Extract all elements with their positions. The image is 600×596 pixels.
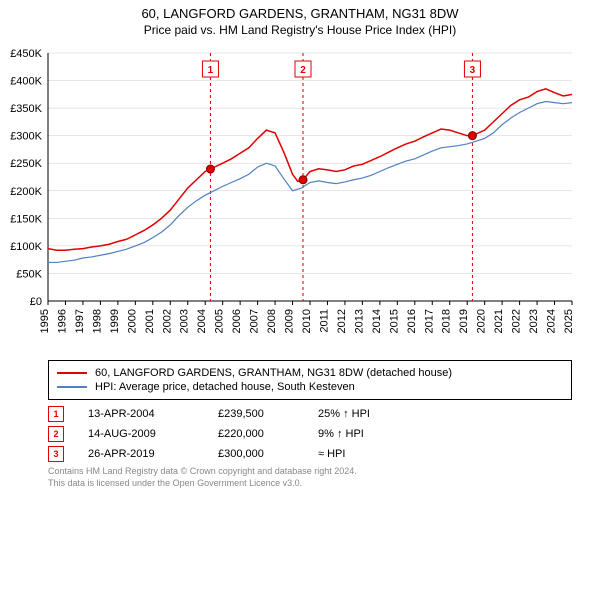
svg-text:1: 1 <box>208 65 214 76</box>
svg-text:£250K: £250K <box>10 158 42 170</box>
sale-hpi: ≈ HPI <box>318 448 345 460</box>
svg-text:2024: 2024 <box>546 309 558 333</box>
svg-text:2006: 2006 <box>231 309 243 333</box>
svg-text:2003: 2003 <box>179 309 191 333</box>
svg-text:2009: 2009 <box>284 309 296 333</box>
attribution: Contains HM Land Registry data © Crown c… <box>48 466 572 489</box>
svg-text:2007: 2007 <box>249 309 261 333</box>
svg-text:2016: 2016 <box>406 309 418 333</box>
svg-text:£450K: £450K <box>10 48 42 60</box>
svg-text:2019: 2019 <box>458 309 470 333</box>
sale-hpi: 25% ↑ HPI <box>318 408 370 420</box>
attribution-line-2: This data is licensed under the Open Gov… <box>48 478 572 490</box>
svg-text:2000: 2000 <box>126 309 138 333</box>
legend: 60, LANGFORD GARDENS, GRANTHAM, NG31 8DW… <box>48 360 572 400</box>
svg-text:1999: 1999 <box>109 309 121 333</box>
svg-text:1997: 1997 <box>74 309 86 333</box>
svg-text:2005: 2005 <box>214 309 226 333</box>
svg-text:2002: 2002 <box>161 309 173 333</box>
svg-text:£50K: £50K <box>16 268 42 280</box>
sales-table: 1 13-APR-2004£239,50025% ↑ HPI 2 14-AUG-200… <box>48 406 572 462</box>
legend-swatch <box>57 372 87 374</box>
svg-text:£300K: £300K <box>10 131 42 143</box>
svg-text:2014: 2014 <box>371 309 383 333</box>
svg-text:2: 2 <box>300 65 306 76</box>
attribution-line-1: Contains HM Land Registry data © Crown c… <box>48 466 572 478</box>
sale-price: £300,000 <box>218 448 318 460</box>
sale-row: 3 26-APR-2019£300,000≈ HPI <box>48 446 572 462</box>
legend-item: HPI: Average price, detached house, Sout… <box>57 381 563 393</box>
sale-hpi: 9% ↑ HPI <box>318 428 364 440</box>
sale-marker-box: 2 <box>48 426 64 442</box>
legend-label: HPI: Average price, detached house, Sout… <box>95 381 355 393</box>
svg-text:1998: 1998 <box>91 309 103 333</box>
svg-text:1996: 1996 <box>56 309 68 333</box>
sale-date: 14-AUG-2009 <box>88 428 218 440</box>
sale-marker-box: 1 <box>48 406 64 422</box>
chart-area: £0 £50K £100K £150K £200K £250K £300K £350K £400… <box>0 45 600 350</box>
svg-text:2022: 2022 <box>511 309 523 333</box>
svg-text:2020: 2020 <box>476 309 488 333</box>
svg-text:2012: 2012 <box>336 309 348 333</box>
svg-text:2023: 2023 <box>528 309 540 333</box>
svg-text:2018: 2018 <box>441 309 453 333</box>
svg-text:2017: 2017 <box>423 309 435 333</box>
sale-marker-box: 3 <box>48 446 64 462</box>
svg-text:2013: 2013 <box>353 309 365 333</box>
svg-text:2011: 2011 <box>318 309 330 333</box>
legend-item: 60, LANGFORD GARDENS, GRANTHAM, NG31 8DW… <box>57 367 563 379</box>
svg-text:£400K: £400K <box>10 76 42 88</box>
svg-text:2025: 2025 <box>563 309 575 333</box>
svg-text:2021: 2021 <box>493 309 505 333</box>
svg-text:2001: 2001 <box>144 309 156 333</box>
svg-text:£100K: £100K <box>10 241 42 253</box>
svg-text:3: 3 <box>470 65 476 76</box>
svg-text:1995: 1995 <box>39 309 51 333</box>
sale-row: 1 13-APR-2004£239,50025% ↑ HPI <box>48 406 572 422</box>
price-chart: £0 £50K £100K £150K £200K £250K £300K £350K £400… <box>0 45 600 345</box>
svg-text:2008: 2008 <box>266 309 278 333</box>
svg-text:£150K: £150K <box>10 213 42 225</box>
legend-swatch <box>57 386 87 388</box>
svg-text:2015: 2015 <box>388 309 400 333</box>
sale-date: 26-APR-2019 <box>88 448 218 460</box>
chart-subtitle: Price paid vs. HM Land Registry's House … <box>0 23 600 37</box>
chart-title: 60, LANGFORD GARDENS, GRANTHAM, NG31 8DW <box>0 6 600 21</box>
sale-price: £239,500 <box>218 408 318 420</box>
sale-row: 2 14-AUG-2009£220,0009% ↑ HPI <box>48 426 572 442</box>
sale-price: £220,000 <box>218 428 318 440</box>
svg-text:£350K: £350K <box>10 103 42 115</box>
svg-text:£0: £0 <box>30 296 42 308</box>
legend-label: 60, LANGFORD GARDENS, GRANTHAM, NG31 8DW… <box>95 367 452 379</box>
svg-text:2010: 2010 <box>301 309 313 333</box>
sale-date: 13-APR-2004 <box>88 408 218 420</box>
svg-text:£200K: £200K <box>10 186 42 198</box>
svg-text:2004: 2004 <box>196 309 208 333</box>
